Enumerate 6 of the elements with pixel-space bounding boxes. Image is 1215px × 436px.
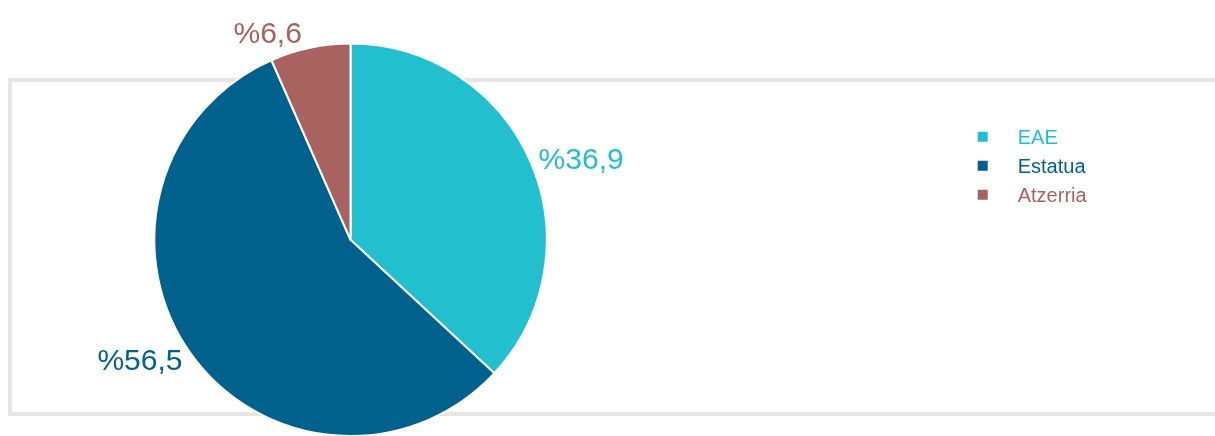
legend-label: Estatua: [1017, 155, 1087, 178]
legend-label: EAE: [1017, 126, 1058, 149]
legend-label: Atzerria: [1017, 184, 1088, 207]
data-label: %56,5: [97, 342, 183, 376]
data-label: %36,9: [538, 142, 624, 176]
data-label: %6,6: [233, 15, 302, 49]
